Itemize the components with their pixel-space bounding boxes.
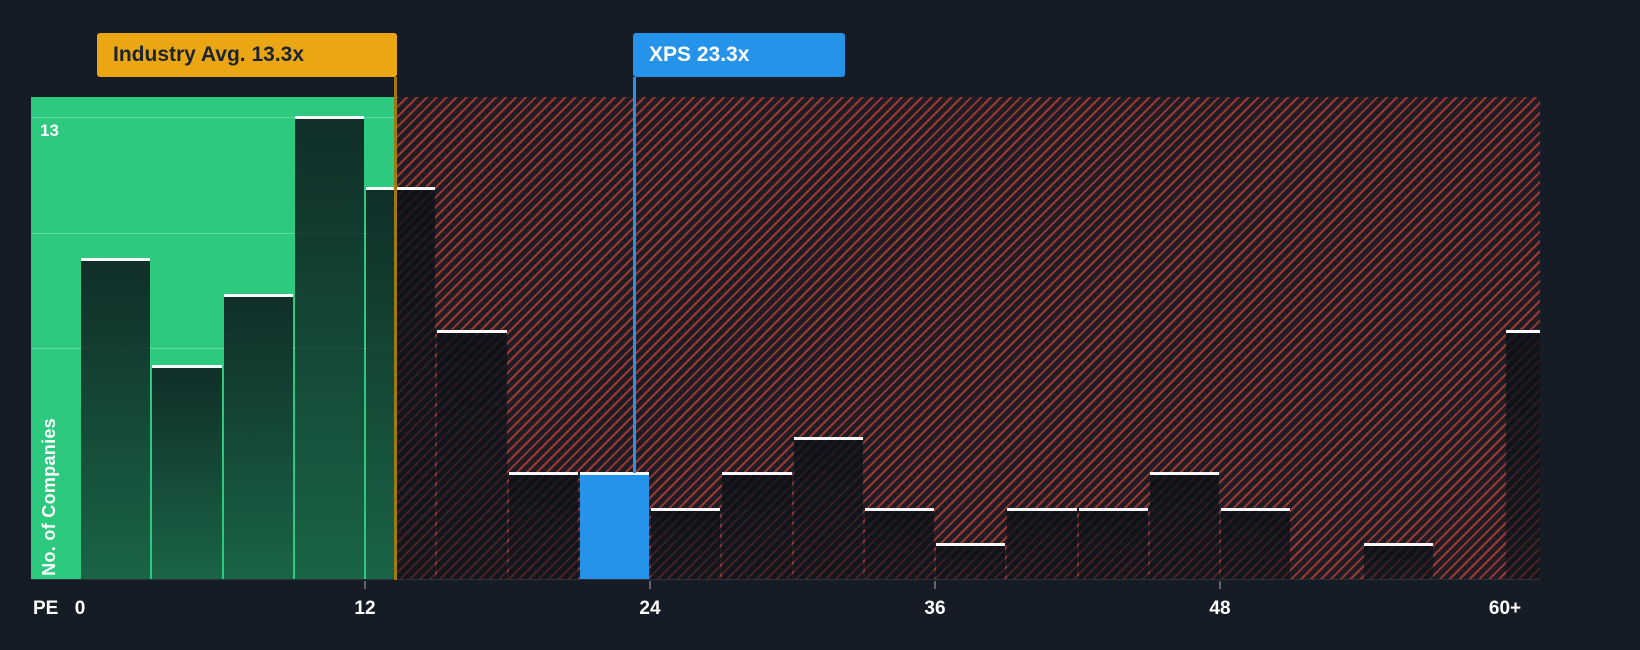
x-tick-label: 12 — [354, 598, 376, 619]
histogram-bar[interactable] — [1506, 329, 1540, 579]
gridline — [31, 117, 396, 118]
histogram-bar[interactable] — [1149, 472, 1219, 579]
histogram-bar[interactable] — [864, 507, 934, 579]
y-max-label: 13 — [40, 121, 59, 140]
plot-area: 13 No. of Companies — [31, 97, 1540, 580]
histogram-bar[interactable] — [1078, 507, 1148, 579]
histogram-bar[interactable] — [1221, 507, 1291, 579]
histogram-bar[interactable] — [1363, 543, 1433, 579]
histogram-bar-xps[interactable] — [579, 472, 649, 579]
y-axis-title: No. of Companies — [39, 418, 59, 576]
histogram-bar[interactable] — [81, 258, 151, 579]
x-axis-title: PE — [33, 598, 59, 619]
gridline — [31, 348, 396, 349]
histogram-bar[interactable] — [936, 543, 1006, 579]
bars-layer — [31, 97, 1540, 579]
histogram-bar[interactable] — [437, 329, 507, 579]
x-axis: PE 0 12 24 36 48 60+ — [0, 598, 1640, 628]
histogram-bar[interactable] — [223, 294, 293, 579]
x-tick-mark — [649, 581, 651, 589]
company-marker-label: XPS 23.3x — [633, 33, 845, 77]
histogram-bar[interactable] — [366, 187, 436, 579]
x-tick-mark — [364, 581, 366, 589]
x-tick-label: 48 — [1209, 598, 1231, 619]
histogram-bar[interactable] — [1007, 507, 1077, 579]
histogram-bar[interactable] — [793, 436, 863, 579]
gridline — [31, 233, 396, 234]
x-tick-label: 60+ — [1488, 598, 1522, 619]
histogram-bar[interactable] — [722, 472, 792, 579]
histogram-bar[interactable] — [651, 507, 721, 579]
histogram-bar[interactable] — [294, 115, 364, 579]
histogram-bar[interactable] — [152, 365, 222, 579]
industry-avg-label: Industry Avg. 13.3x — [97, 33, 397, 77]
x-tick-label: 0 — [74, 598, 86, 619]
x-tick-mark — [1219, 581, 1221, 589]
x-tick-label: 36 — [924, 598, 946, 619]
x-tick-label: 24 — [639, 598, 661, 619]
histogram-bar[interactable] — [508, 472, 578, 579]
x-tick-mark — [934, 581, 936, 589]
company-marker-line — [633, 77, 636, 473]
industry-avg-line — [394, 77, 397, 580]
